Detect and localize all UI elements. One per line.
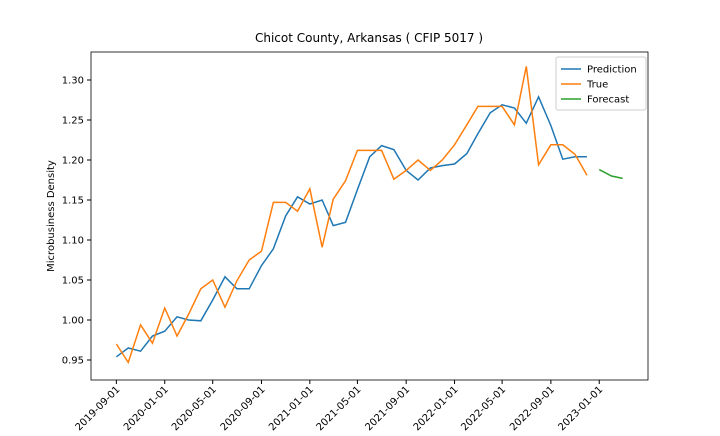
x-tick-label: 2022-01-01 (412, 384, 461, 432)
series-line (115, 94, 587, 358)
x-tick-label: 2021-09-01 (363, 384, 412, 432)
plot-frame (90, 51, 649, 381)
y-axis-label: Microbusiness Density (46, 160, 57, 272)
x-tick-label: 2022-09-01 (508, 384, 557, 432)
y-tick-label: 1.00 (62, 316, 84, 327)
x-tick-label: 2022-05-01 (459, 384, 508, 432)
legend-label: Prediction (587, 65, 637, 76)
y-tick-label: 1.30 (62, 76, 84, 87)
x-tick-label: 2019-09-01 (74, 384, 123, 432)
x-tick-label: 2023-01-01 (556, 384, 605, 432)
series-line (115, 66, 588, 365)
chart-title: Chicot County, Arkansas ( CFIP 5017 ) (255, 31, 483, 45)
x-tick-label: 2020-01-01 (122, 384, 171, 432)
legend-box (555, 56, 647, 111)
x-tick-label: 2020-09-01 (219, 384, 268, 432)
legend-label: True (586, 80, 608, 91)
x-tick-label: 2021-01-01 (267, 384, 316, 432)
y-tick-label: 1.20 (62, 156, 84, 167)
series-line (598, 168, 623, 180)
y-tick-label: 1.25 (62, 116, 84, 127)
y-tick-label: 0.95 (62, 356, 84, 367)
y-tick-label: 1.15 (62, 196, 84, 207)
x-tick-label: 2020-05-01 (170, 384, 219, 432)
y-tick-label: 1.10 (62, 236, 84, 247)
legend-label: Forecast (587, 95, 629, 106)
y-tick-label: 1.05 (62, 276, 84, 287)
x-tick-label: 2021-05-01 (315, 384, 364, 432)
